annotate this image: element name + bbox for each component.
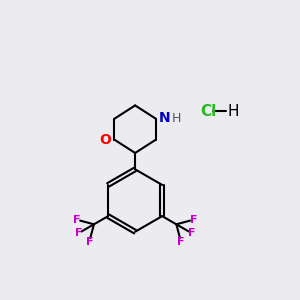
Text: F: F: [190, 214, 198, 225]
Text: H: H: [171, 112, 181, 125]
Text: F: F: [188, 228, 196, 239]
Text: F: F: [74, 228, 82, 239]
Text: F: F: [177, 237, 185, 247]
Text: Cl: Cl: [200, 104, 217, 119]
Text: F: F: [73, 214, 80, 225]
Text: F: F: [85, 237, 93, 247]
Text: N: N: [159, 111, 170, 125]
Text: O: O: [99, 133, 111, 147]
Text: H: H: [227, 104, 239, 119]
